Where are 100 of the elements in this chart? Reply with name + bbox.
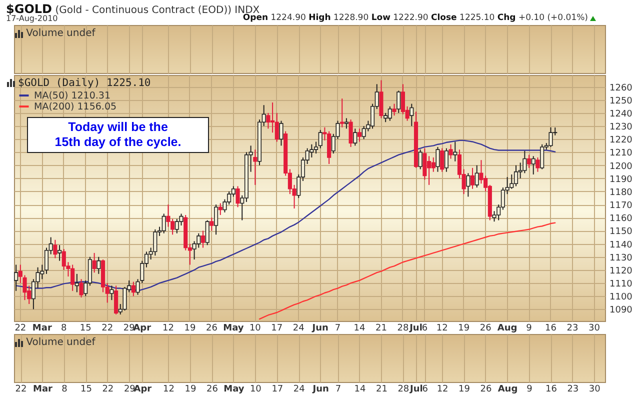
candlestick (422, 148, 427, 180)
candlestick (314, 141, 318, 154)
legend-label: MA(50) 1210.31 (34, 90, 111, 102)
category-label: Mar (33, 384, 52, 394)
x-tick-label: 12 (162, 324, 174, 334)
candlestick (214, 204, 218, 236)
x-tick-label: Aug (497, 324, 518, 334)
candlestick (162, 213, 166, 234)
category-label: 22 (15, 384, 27, 394)
x-tick-label: 28 (397, 324, 409, 334)
text: Open 1224.90 High 1228.90 Low 1222.90 Close 1225.10 Chg +0.10 (+0.01%) (242, 13, 588, 23)
category-label: May (224, 384, 244, 394)
category-label: 14 (354, 384, 366, 394)
category-label: Aug (498, 384, 518, 394)
y-tick-label: 1140 (610, 240, 633, 250)
category-label: 21 (376, 384, 388, 394)
candlestick (357, 128, 362, 142)
candlestick (548, 126, 553, 148)
candlestick (448, 144, 453, 160)
category-label: 29 (124, 384, 136, 394)
y-tick-label: 1170 (610, 201, 633, 212)
y-tick-label: 1160 (610, 214, 633, 224)
candlestick (479, 160, 484, 184)
x-tick-label: Jun (311, 324, 328, 334)
candlestick (379, 80, 384, 119)
x-tick-label: 19 (184, 324, 196, 334)
category-label: 6 (422, 384, 428, 394)
candlestick (236, 186, 240, 208)
candlestick (114, 285, 118, 315)
y-tick-label: 1110 (610, 280, 633, 290)
x-tick-label: Mar (32, 324, 52, 334)
category-label: Jul (410, 384, 423, 394)
candlestick (131, 281, 136, 297)
candlestick (410, 103, 414, 127)
candlestick (205, 220, 210, 246)
x-tick-label: 6 (422, 324, 428, 334)
category-label: Apr (134, 384, 152, 394)
x-tick-label: 23 (566, 324, 578, 334)
y-tick-label: 1200 (610, 162, 633, 172)
category-label: 12 (163, 384, 174, 394)
candlestick (153, 228, 158, 256)
candlestick (53, 239, 58, 259)
candlestick (388, 106, 392, 122)
candlestick (540, 144, 544, 170)
y-tick-label: 1190 (610, 174, 633, 185)
x-tick-label: 9 (526, 324, 532, 334)
candlestick (348, 118, 353, 148)
candlestick (44, 247, 49, 274)
candlestick (474, 164, 479, 188)
text: Volume undef (26, 337, 96, 348)
category-label: 26 (480, 384, 492, 394)
legend-label: MA(200) 1156.05 (34, 102, 117, 112)
x-tick-label: May (223, 324, 244, 334)
x-tick-label: 24 (292, 324, 305, 334)
x-tick-label: 30 (588, 324, 600, 334)
candlestick (531, 156, 536, 175)
category-label: 23 (567, 384, 579, 394)
candlestick (466, 172, 470, 198)
y-tick-label: 1130 (610, 253, 633, 264)
y-tick-label: 1150 (610, 227, 633, 238)
chart-subtitle: 17-Aug-2010 (6, 14, 58, 23)
y-tick-label: 1250 (610, 96, 633, 106)
candlestick (453, 141, 458, 162)
candlestick (318, 129, 322, 149)
y-tick-label: 1230 (610, 122, 633, 133)
line-series (258, 222, 556, 320)
candlestick (92, 252, 96, 274)
x-tick-label: 8 (61, 324, 68, 334)
candlestick (200, 230, 206, 248)
candlestick (396, 90, 401, 114)
candlestick (58, 244, 62, 262)
candlestick (384, 112, 388, 123)
category-label: 16 (545, 384, 557, 394)
candlestick (392, 103, 396, 116)
category-label: 22 (102, 384, 114, 394)
x-tick-label: 17 (271, 324, 283, 334)
text: Volume undef (26, 28, 96, 39)
x-tick-label: 22 (14, 324, 26, 334)
y-tick-label: 1090 (610, 306, 633, 316)
x-tick-label: 12 (436, 324, 448, 334)
candlestick (436, 146, 440, 172)
category-label: 19 (458, 384, 470, 394)
category-label: 10 (250, 384, 262, 394)
candlestick (353, 128, 358, 146)
y-tick-label: 1260 (610, 83, 633, 94)
y-tick-label: 1100 (610, 292, 633, 303)
candlestick (96, 256, 101, 274)
y-tick-label: 1240 (610, 109, 633, 120)
candlestick (166, 204, 170, 228)
candlestick (418, 149, 422, 170)
legend-title: $GOLD (Daily) 1225.10 (18, 77, 151, 89)
candlestick (218, 202, 222, 216)
note-box: Today will be the 15th day of the cycle. (27, 117, 209, 153)
category-label: Jun (312, 384, 329, 394)
x-tick-label: 7 (334, 324, 341, 334)
x-tick-label: 10 (249, 324, 262, 334)
candlestick (440, 148, 444, 172)
category-label: 8 (62, 384, 68, 394)
x-tick-label: 26 (480, 324, 492, 334)
y-tick-label: 1210 (610, 148, 633, 159)
